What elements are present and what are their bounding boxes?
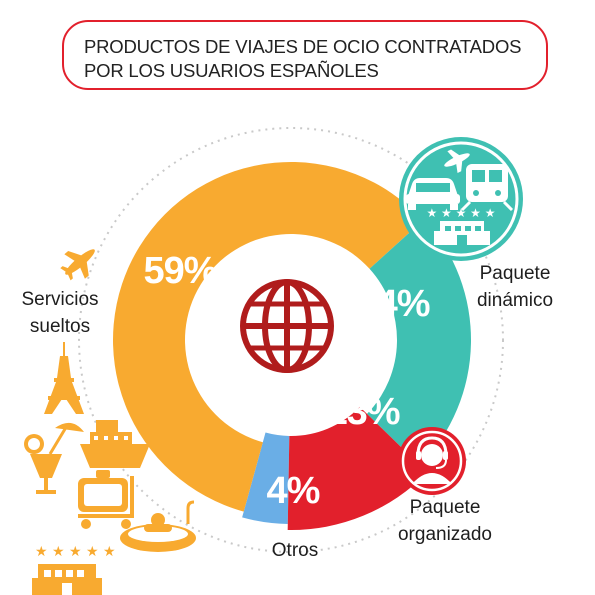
luggage-cart-icon	[78, 470, 134, 529]
category-label-dinamico-line-2: dinámico	[477, 290, 553, 311]
car-icon	[406, 178, 460, 210]
data-label-servicios-sueltos: 59%	[143, 250, 216, 292]
slice-servicios-sueltos	[113, 162, 423, 512]
globe-icon	[240, 279, 334, 373]
category-label-dinamico-line-1: Paquete	[480, 263, 551, 284]
svg-text:★ ★ ★ ★ ★: ★ ★ ★ ★ ★	[35, 544, 116, 560]
operator-headset-badge	[398, 427, 466, 495]
data-label-paquete-organizado: 13%	[326, 391, 399, 433]
dynamic-package-badge: ★ ★ ★ ★ ★	[399, 137, 523, 261]
chart-title-line-1: PRODUCTOS DE VIAJES DE OCIO CONTRATADOS	[84, 36, 522, 57]
operator-headset-icon	[412, 436, 452, 484]
category-label-organizado-line-1: Paquete	[410, 497, 481, 518]
dotted-guide-circle	[78, 127, 504, 553]
category-label-otros: Otros	[272, 540, 318, 561]
category-label-organizado-line-2: organizado	[398, 524, 492, 545]
eiffel-tower-icon	[44, 342, 84, 414]
plane-icon	[444, 149, 470, 173]
plane-icon	[60, 249, 95, 281]
hotel-icon: ★ ★ ★ ★ ★	[32, 544, 116, 595]
data-label-otros: 4%	[267, 470, 320, 512]
hotel-icon	[434, 221, 490, 245]
title-box: PRODUCTOS DE VIAJES DE OCIO CONTRATADOS …	[62, 20, 548, 90]
train-icon	[460, 164, 514, 212]
category-label-servicios-line-2: sueltos	[30, 316, 90, 337]
slice-paquete-dinamico	[366, 219, 472, 466]
slice-otros	[242, 432, 290, 524]
category-label-servicios-line-1: Servicios	[21, 289, 98, 310]
data-label-paquete-dinamico: 24%	[356, 283, 429, 325]
slice-paquete-organizado	[287, 406, 428, 530]
cruise-ship-icon	[80, 420, 150, 468]
stars-icon: ★ ★ ★ ★ ★	[426, 206, 495, 220]
pool-icon	[120, 500, 196, 552]
cocktail-icon	[24, 422, 84, 494]
chart-title-line-2: POR LOS USUARIOS ESPAÑOLES	[84, 60, 379, 81]
